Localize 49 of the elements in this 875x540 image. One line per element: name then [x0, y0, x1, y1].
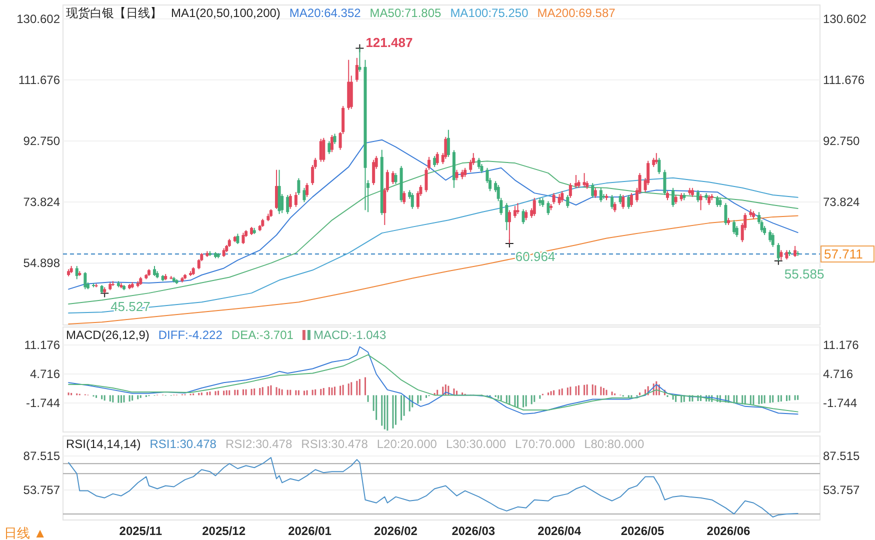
x-tick-label: 2025/12 [202, 524, 246, 538]
annotation: L20:20.000 [376, 437, 438, 451]
x-tick-label: 2026/05 [620, 524, 665, 538]
annotation: RSI3:30.478 [301, 437, 368, 451]
x-tick-label: 2026/02 [374, 524, 418, 538]
y-tick-label: 87.515 [23, 449, 60, 464]
y2-tick-label: -1.744 [823, 396, 858, 410]
y-tick-label: 11.176 [24, 338, 60, 352]
annotation: 121.487 [366, 34, 413, 50]
y-tick-label: 53.757 [23, 483, 60, 498]
x-tick-label: 2025/11 [119, 524, 162, 538]
y2-tick-label: 111.676 [823, 72, 865, 87]
y2-tick-label: 4.716 [823, 367, 854, 382]
text: DIFF:-4.222 [158, 328, 223, 342]
y-tick-label: 111.676 [18, 72, 60, 87]
y-tick-label: 73.824 [23, 195, 60, 210]
y2-tick-label: 73.824 [823, 195, 860, 210]
y2-tick-label: 87.515 [823, 449, 860, 464]
y-tick-label: -1.744 [26, 396, 60, 410]
x-tick-label: 2026/06 [706, 524, 750, 538]
legend-label: MACD:-1.043 [313, 328, 386, 342]
x-tick-label: 2026/03 [452, 524, 496, 538]
text: 日线 ▲ [4, 526, 46, 540]
y2-tick-label: 92.750 [823, 134, 860, 148]
annotation: L80:80.000 [584, 437, 644, 451]
y2-tick-label: 11.176 [823, 338, 860, 352]
text: MA50:71.805 [370, 6, 442, 20]
legend-title: MA1(20,50,100,200) [171, 6, 280, 20]
x-tick-label: 2026/04 [538, 524, 582, 538]
annotation: L30:30.000 [446, 437, 506, 451]
y-tick-label: 54.898 [23, 256, 60, 270]
legend-title: MACD(26,12,9) [66, 328, 150, 342]
x-tick-label: 2026/01 [288, 524, 332, 538]
text: MA20:64.352 [289, 6, 362, 20]
text: MA200:69.587 [537, 6, 616, 20]
annotation: 55.585 [784, 266, 824, 282]
y2-tick-label: 130.602 [823, 12, 867, 26]
legend-title: RSI(14,14,14) [66, 437, 141, 451]
chart-title: 现货白银【日线】 [66, 6, 162, 20]
text: MA100:75.250 [450, 6, 529, 20]
y-tick-label: 4.716 [30, 367, 60, 382]
ref-line-label: 57.711 [824, 246, 863, 262]
y2-tick-label: 53.757 [823, 483, 860, 498]
series-label: RSI1:30.478 [150, 437, 217, 451]
y-tick-label: 130.602 [16, 12, 60, 26]
text: DEA:-3.701 [231, 328, 294, 342]
y-tick-label: 92.750 [23, 134, 60, 148]
annotation: L70:70.000 [515, 437, 576, 451]
annotation: RSI2:30.478 [225, 437, 292, 451]
